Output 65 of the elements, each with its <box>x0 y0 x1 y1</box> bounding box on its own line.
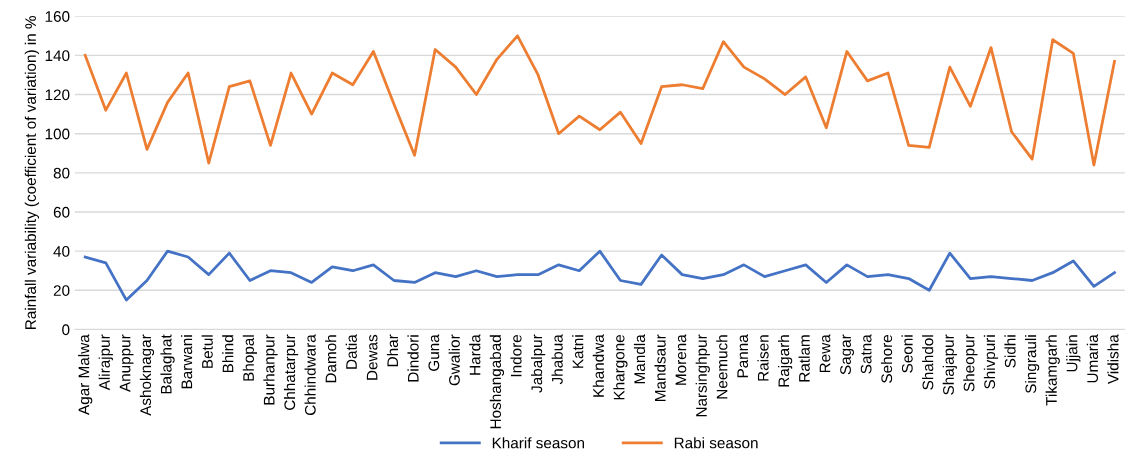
x-tick-label: Datia <box>345 334 357 369</box>
x-tick-label: Dewas <box>366 334 378 380</box>
line-series <box>83 249 1116 302</box>
x-tick-label: Dindori <box>407 335 419 382</box>
x-tick-label: Jhabua <box>551 334 563 385</box>
y-tick-label: 100 <box>45 128 70 140</box>
line-series <box>83 34 1116 167</box>
y-tick-label: 60 <box>53 206 70 218</box>
x-tick-label: Mandsaur <box>654 334 666 401</box>
x-tick-label: Rewa <box>819 334 831 373</box>
legend-label: Rabi season <box>674 437 758 449</box>
y-tick-label: 0 <box>62 324 70 336</box>
x-tick-label: Dhar <box>386 334 399 367</box>
x-tick-label: Gwalior <box>448 334 460 386</box>
y-tick-label: 120 <box>45 89 70 101</box>
x-tick-label: Mandla <box>633 334 646 384</box>
x-tick-label: Guna <box>428 334 440 371</box>
x-tick-label: Seoni <box>901 335 913 373</box>
x-tick-label: Ratlam <box>798 335 810 382</box>
x-tick-label: Khandwa <box>592 334 604 397</box>
x-tick-label: Shivpuri <box>983 335 999 389</box>
y-tick-label: 40 <box>53 246 70 257</box>
x-tick-label: Umaria <box>1086 334 1099 383</box>
x-tick-label: Hoshangabad <box>489 335 505 429</box>
x-tick-label: Burhanpur <box>263 334 278 405</box>
x-tick-label: Betul <box>201 335 213 368</box>
x-tick-label: Bhopal <box>242 335 258 381</box>
y-tick-label: 140 <box>45 50 70 62</box>
x-tick-label: Jabalpur <box>530 334 546 393</box>
legend-label: Kharif season <box>492 437 585 449</box>
x-tick-label: Singrauli <box>1025 335 1040 394</box>
x-tick-label: Agar Malwa <box>78 334 93 415</box>
x-tick-label: Damoh <box>325 335 337 383</box>
x-tick-label: Alirajpur <box>98 334 113 391</box>
y-tick-label: 20 <box>53 285 70 296</box>
x-tick-label: Vidisha <box>1107 334 1119 385</box>
x-tick-label: Panna <box>737 334 749 378</box>
x-tick-label: Sheopur <box>963 334 978 392</box>
y-axis-title: Rainfall variability (coefficient of variation) in % <box>24 16 40 329</box>
y-tick-label: 160 <box>45 11 70 22</box>
x-tick-label: Sehore <box>880 334 893 383</box>
x-tick-label: Ujjain <box>1066 335 1081 372</box>
x-tick-label: Neemuch <box>716 335 728 399</box>
x-tick-label: Morena <box>675 334 687 385</box>
x-tick-label: Balaghat <box>160 334 175 394</box>
x-tick-label: Chhatarpur <box>283 334 299 410</box>
x-tick-label: Satna <box>860 334 872 374</box>
x-tick-label: Barwani <box>181 335 193 389</box>
x-tick-label: Sagar <box>840 334 854 375</box>
x-tick-label: Tikamgarh <box>1045 335 1060 406</box>
x-tick-label: Bhind <box>222 335 234 373</box>
x-tick-label: Indore <box>510 334 522 377</box>
x-tick-label: Narsinghpur <box>695 334 710 417</box>
x-tick-label: Anuppur <box>119 334 134 393</box>
x-tick-label: Katni <box>572 335 584 368</box>
x-tick-label: Shajapur <box>942 334 957 395</box>
x-tick-label: Ashoknagar <box>139 334 155 416</box>
y-tick-label: 80 <box>53 167 70 179</box>
x-tick-label: Rajgarh <box>778 335 793 387</box>
x-tick-label: Raisen <box>757 335 769 381</box>
x-tick-label: Chhindwara <box>304 334 316 416</box>
x-tick-label: Harda <box>469 334 481 375</box>
x-tick-label: Sidhi <box>1004 335 1016 368</box>
x-tick-label: Khargone <box>613 334 628 400</box>
x-tick-label: Shahdol <box>922 335 934 390</box>
